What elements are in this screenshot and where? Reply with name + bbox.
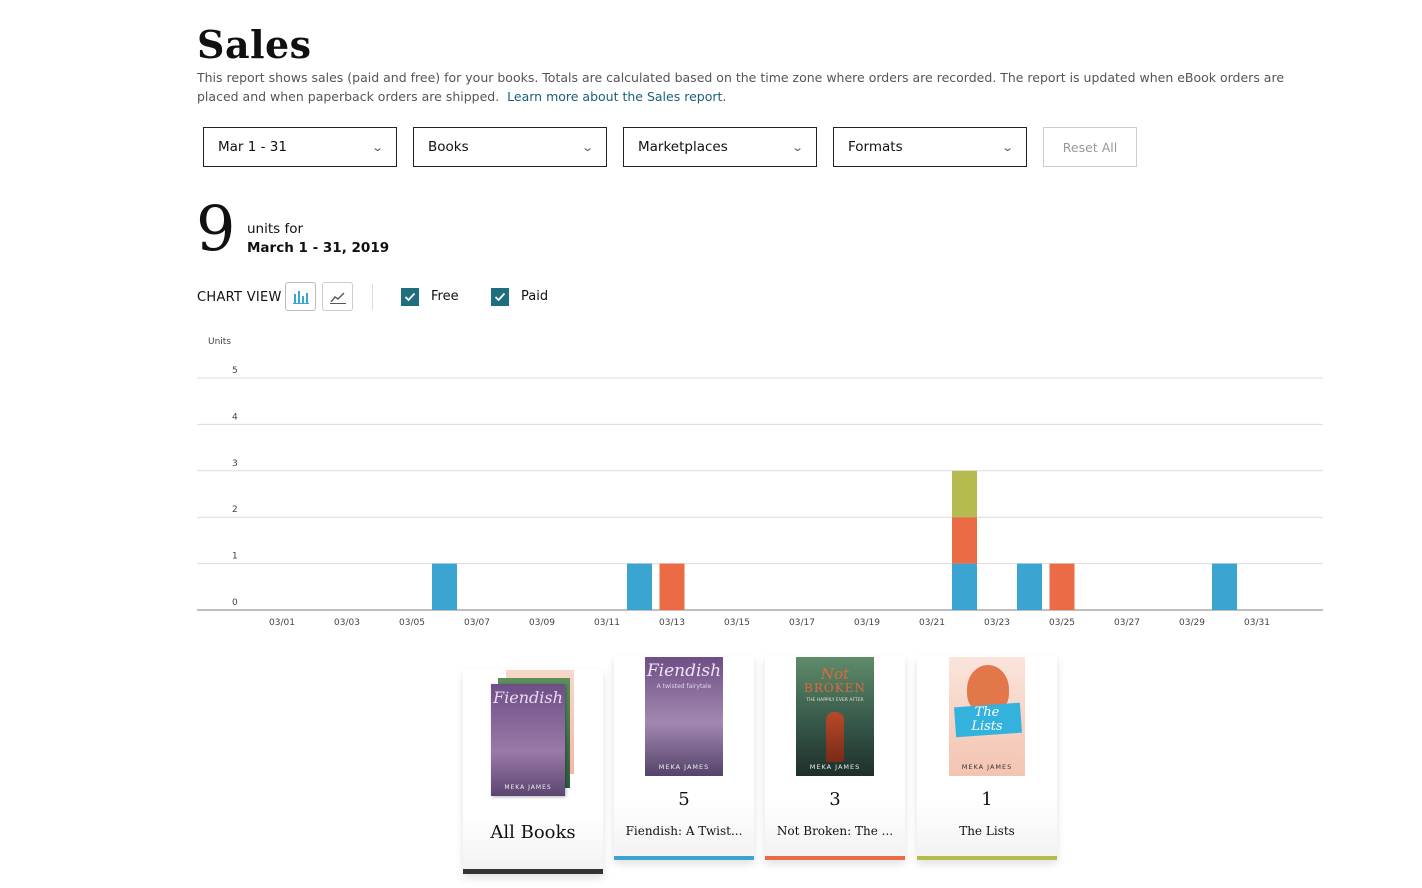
checkmark-icon xyxy=(404,292,416,302)
book-card-count: 5 xyxy=(678,789,690,810)
chevron-down-icon: ⌄ xyxy=(370,140,384,154)
book-cover-fiendish: Fiendish A twisted fairytale MEKA JAMES xyxy=(645,657,723,776)
x-tick-label: 03/03 xyxy=(334,618,360,628)
x-tick-label: 03/15 xyxy=(724,618,750,628)
description-text: This report shows sales (paid and free) … xyxy=(197,70,1285,104)
x-tick-label: 03/19 xyxy=(854,618,880,628)
bar-03-22 xyxy=(952,470,977,518)
x-tick-label: 03/25 xyxy=(1049,618,1075,628)
line-chart-icon xyxy=(329,292,346,304)
bar-03-12 xyxy=(627,563,652,610)
bar-03-22 xyxy=(952,517,977,564)
bar-03-22 xyxy=(952,563,977,610)
book-card-color-bar xyxy=(917,856,1057,860)
book-card-title: The Lists xyxy=(959,824,1015,838)
paid-checkbox-label[interactable]: Paid xyxy=(521,289,549,304)
x-tick-label: 03/31 xyxy=(1244,618,1270,628)
x-tick-label: 03/21 xyxy=(919,618,945,628)
book-card-title: All Books xyxy=(490,822,576,843)
date-range-value: Mar 1 - 31 xyxy=(218,139,287,155)
books-value: Books xyxy=(428,139,469,155)
chevron-down-icon: ⌄ xyxy=(1000,140,1014,154)
date-range-dropdown[interactable]: Mar 1 - 31 ⌄ xyxy=(203,127,397,167)
x-tick-label: 03/13 xyxy=(659,618,685,628)
free-checkbox-label[interactable]: Free xyxy=(431,289,459,304)
x-tick-label: 03/07 xyxy=(464,618,490,628)
y-tick-label: 0 xyxy=(232,598,238,608)
y-tick-label: 3 xyxy=(232,459,238,469)
paid-checkbox[interactable] xyxy=(491,288,509,306)
cover-figure xyxy=(826,712,844,762)
book-card-color-bar xyxy=(765,856,905,860)
x-tick-label: 03/09 xyxy=(529,618,555,628)
formats-dropdown[interactable]: Formats ⌄ xyxy=(833,127,1027,167)
y-axis-label: Units xyxy=(208,337,231,347)
bar-03-25 xyxy=(1049,563,1075,610)
book-card-color-bar xyxy=(463,869,603,874)
bar-chart-icon xyxy=(292,290,309,304)
book-card-color-bar xyxy=(614,856,754,860)
book-card-title: Not Broken: The ... xyxy=(776,824,894,838)
book-cover-fiendish-front: Fiendish MEKA JAMES xyxy=(491,684,565,796)
page-title: Sales xyxy=(197,22,312,67)
book-card-fiendish[interactable]: Fiendish A twisted fairytale MEKA JAMES … xyxy=(614,656,754,860)
book-card-title: Fiendish: A Twist... xyxy=(625,824,743,838)
marketplaces-value: Marketplaces xyxy=(638,139,728,155)
book-card-all-books[interactable]: Fiendish MEKA JAMES All Books xyxy=(463,670,603,874)
report-description: This report shows sales (paid and free) … xyxy=(197,68,1307,106)
divider xyxy=(372,284,373,310)
checkmark-icon xyxy=(494,292,506,302)
units-date-range: March 1 - 31, 2019 xyxy=(247,240,390,256)
reset-all-button[interactable]: Reset All xyxy=(1043,127,1137,167)
x-tick-label: 03/11 xyxy=(594,618,620,628)
line-chart-view-button[interactable] xyxy=(322,282,353,311)
books-dropdown[interactable]: Books ⌄ xyxy=(413,127,607,167)
filter-bar: Mar 1 - 31 ⌄ Books ⌄ Marketplaces ⌄ Form… xyxy=(203,127,1137,167)
y-tick-label: 2 xyxy=(232,505,238,515)
x-tick-label: 03/05 xyxy=(399,618,425,628)
x-tick-label: 03/01 xyxy=(269,618,295,628)
formats-value: Formats xyxy=(848,139,903,155)
y-tick-label: 1 xyxy=(232,552,238,562)
bar-chart-view-button[interactable] xyxy=(285,282,316,311)
book-card-count: 1 xyxy=(981,789,993,810)
sales-bar-chart: Units 0 1 2 3 4 5 03/01 03/03 03/05 03/07 03/09 03/1… xyxy=(197,337,1323,628)
chevron-down-icon: ⌄ xyxy=(580,140,594,154)
bar-03-24 xyxy=(1017,563,1042,610)
x-tick-label: 03/27 xyxy=(1114,618,1140,628)
bar-03-13 xyxy=(659,563,685,610)
units-for-label: units for xyxy=(247,221,304,237)
book-cover-the-lists: The Lists MEKA JAMES xyxy=(949,657,1025,776)
x-tick-label: 03/29 xyxy=(1179,618,1205,628)
units-total: 9 xyxy=(196,192,236,265)
y-tick-label: 5 xyxy=(232,366,238,376)
marketplaces-dropdown[interactable]: Marketplaces ⌄ xyxy=(623,127,817,167)
bar-03-06 xyxy=(432,563,457,610)
book-cover-not-broken: Not BROKEN THE HAPPILY EVER AFTER MEKA J… xyxy=(796,657,874,776)
book-card-the-lists[interactable]: The Lists MEKA JAMES 1 The Lists xyxy=(917,656,1057,860)
learn-more-link[interactable]: Learn more about the Sales report. xyxy=(507,89,727,104)
book-card-not-broken[interactable]: Not BROKEN THE HAPPILY EVER AFTER MEKA J… xyxy=(765,656,905,860)
book-card-count: 3 xyxy=(829,789,841,810)
bar-03-30 xyxy=(1212,563,1237,610)
chart-view-label: CHART VIEW xyxy=(197,290,282,305)
free-checkbox[interactable] xyxy=(401,288,419,306)
x-tick-label: 03/17 xyxy=(789,618,815,628)
y-tick-label: 4 xyxy=(232,412,238,422)
x-tick-label: 03/23 xyxy=(984,618,1010,628)
chevron-down-icon: ⌄ xyxy=(790,140,804,154)
